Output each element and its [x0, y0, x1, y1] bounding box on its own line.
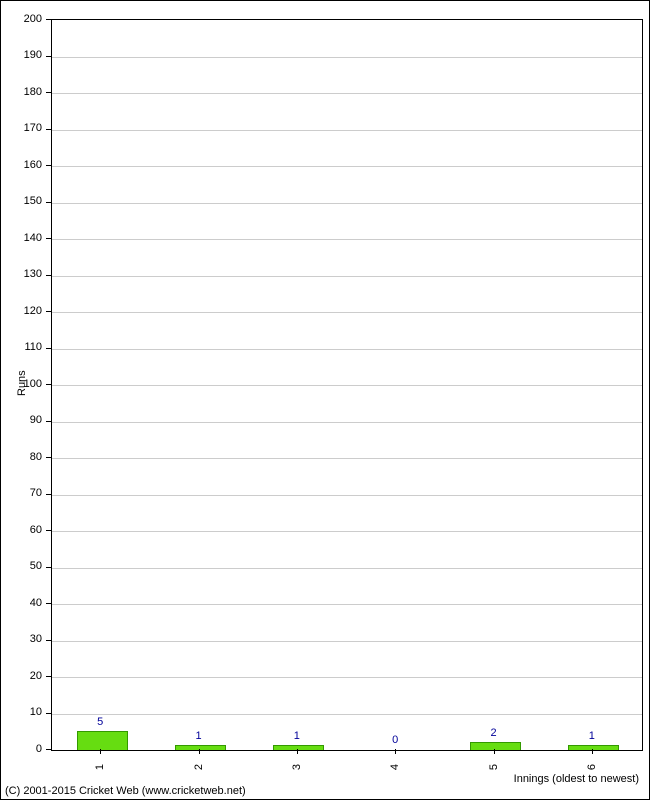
bar — [568, 745, 619, 750]
gridline — [52, 239, 642, 240]
y-tick-mark — [46, 165, 51, 166]
gridline — [52, 604, 642, 605]
x-tick-label: 1 — [94, 757, 106, 777]
y-tick-label: 140 — [24, 232, 42, 244]
y-tick-mark — [46, 275, 51, 276]
chart-frame: Runs Innings (oldest to newest) (C) 2001… — [0, 0, 650, 800]
y-tick-mark — [46, 494, 51, 495]
y-tick-mark — [46, 676, 51, 677]
y-tick-label: 120 — [24, 305, 42, 317]
y-tick-mark — [46, 567, 51, 568]
y-tick-label: 30 — [30, 633, 42, 645]
x-tick-mark — [592, 749, 593, 754]
y-tick-label: 90 — [30, 414, 42, 426]
x-tick-mark — [199, 749, 200, 754]
gridline — [52, 130, 642, 131]
y-tick-mark — [46, 530, 51, 531]
y-tick-label: 80 — [30, 451, 42, 463]
y-tick-mark — [46, 749, 51, 750]
y-tick-mark — [46, 457, 51, 458]
y-tick-label: 70 — [30, 487, 42, 499]
gridline — [52, 276, 642, 277]
y-tick-mark — [46, 384, 51, 385]
y-tick-label: 170 — [24, 122, 42, 134]
y-tick-label: 130 — [24, 268, 42, 280]
y-tick-mark — [46, 129, 51, 130]
gridline — [52, 422, 642, 423]
x-tick-mark — [395, 749, 396, 754]
x-tick-mark — [100, 749, 101, 754]
bar — [175, 745, 226, 750]
gridline — [52, 458, 642, 459]
x-tick-mark — [494, 749, 495, 754]
bar-value-label: 0 — [375, 734, 415, 746]
gridline — [52, 531, 642, 532]
gridline — [52, 349, 642, 350]
y-tick-mark — [46, 640, 51, 641]
y-tick-label: 50 — [30, 560, 42, 572]
y-tick-mark — [46, 713, 51, 714]
y-tick-mark — [46, 56, 51, 57]
y-tick-mark — [46, 92, 51, 93]
y-tick-label: 20 — [30, 670, 42, 682]
gridline — [52, 714, 642, 715]
y-tick-mark — [46, 238, 51, 239]
copyright-text: (C) 2001-2015 Cricket Web (www.cricketwe… — [5, 785, 246, 797]
y-tick-mark — [46, 311, 51, 312]
x-tick-label: 2 — [193, 757, 205, 777]
x-tick-label: 3 — [291, 757, 303, 777]
y-tick-mark — [46, 603, 51, 604]
bar-value-label: 1 — [179, 730, 219, 742]
gridline — [52, 568, 642, 569]
y-tick-label: 10 — [30, 706, 42, 718]
bar — [77, 731, 128, 750]
y-tick-label: 180 — [24, 86, 42, 98]
gridline — [52, 203, 642, 204]
x-tick-label: 4 — [389, 757, 401, 777]
bar-value-label: 5 — [80, 716, 120, 728]
x-axis-title: Innings (oldest to newest) — [514, 773, 639, 785]
gridline — [52, 495, 642, 496]
bar-value-label: 1 — [572, 730, 612, 742]
y-tick-label: 150 — [24, 195, 42, 207]
y-tick-label: 110 — [24, 341, 42, 353]
y-tick-label: 200 — [24, 13, 42, 25]
y-tick-label: 100 — [24, 378, 42, 390]
gridline — [52, 166, 642, 167]
bar-value-label: 2 — [474, 727, 514, 739]
y-tick-label: 160 — [24, 159, 42, 171]
y-tick-label: 60 — [30, 524, 42, 536]
x-tick-mark — [297, 749, 298, 754]
y-tick-mark — [46, 202, 51, 203]
y-tick-label: 40 — [30, 597, 42, 609]
gridline — [52, 93, 642, 94]
y-tick-label: 0 — [36, 743, 42, 755]
x-tick-label: 5 — [488, 757, 500, 777]
gridline — [52, 385, 642, 386]
bar — [470, 742, 521, 750]
y-tick-mark — [46, 348, 51, 349]
y-tick-mark — [46, 19, 51, 20]
gridline — [52, 641, 642, 642]
y-tick-label: 190 — [24, 49, 42, 61]
plot-area — [51, 19, 643, 751]
gridline — [52, 312, 642, 313]
gridline — [52, 677, 642, 678]
gridline — [52, 57, 642, 58]
bar — [273, 745, 324, 750]
x-tick-label: 6 — [586, 757, 598, 777]
y-tick-mark — [46, 421, 51, 422]
bar-value-label: 1 — [277, 730, 317, 742]
